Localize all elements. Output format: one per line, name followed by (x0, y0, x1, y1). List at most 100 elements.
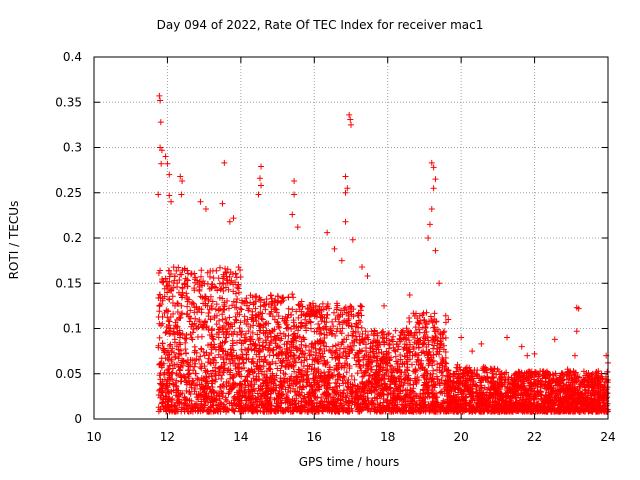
data-point (346, 111, 353, 118)
data-point (550, 400, 557, 407)
data-point (260, 321, 267, 328)
data-point (178, 271, 185, 278)
data-point (175, 355, 182, 362)
data-point (386, 330, 393, 337)
data-point (427, 313, 434, 320)
data-point (291, 368, 298, 375)
data-point (183, 311, 190, 318)
data-point (279, 358, 286, 365)
data-point (209, 298, 216, 305)
data-point (285, 338, 292, 345)
data-point (229, 374, 236, 381)
data-point (348, 390, 355, 397)
data-point (282, 386, 289, 393)
data-point (237, 305, 244, 312)
data-point (228, 277, 235, 284)
data-point (242, 330, 249, 337)
data-point (237, 267, 244, 274)
data-point (156, 334, 163, 341)
data-point (250, 300, 257, 307)
data-point (260, 324, 267, 331)
data-point (233, 339, 240, 346)
data-point (306, 302, 313, 309)
data-point (196, 288, 203, 295)
data-point (359, 347, 366, 354)
data-point (531, 350, 538, 357)
data-point (227, 321, 234, 328)
data-point (184, 283, 191, 290)
data-point (218, 375, 225, 382)
data-point (353, 336, 360, 343)
data-point (206, 386, 213, 393)
data-point (175, 393, 182, 400)
data-point (164, 160, 171, 167)
data-point (360, 356, 367, 363)
data-point (255, 365, 262, 372)
data-point (324, 311, 331, 318)
data-point (577, 383, 584, 390)
data-point (313, 328, 320, 335)
data-point (184, 276, 191, 283)
data-point (420, 316, 427, 323)
data-point (219, 393, 226, 400)
data-point (208, 394, 215, 401)
data-point (469, 388, 476, 395)
data-point (432, 176, 439, 183)
data-point (332, 316, 339, 323)
data-point (191, 285, 198, 292)
data-point (332, 342, 339, 349)
data-point (352, 395, 359, 402)
data-point (243, 321, 250, 328)
data-point (271, 333, 278, 340)
data-point (215, 365, 222, 372)
data-point (576, 374, 583, 381)
data-point (425, 235, 432, 241)
data-point (349, 236, 356, 243)
data-point (276, 324, 283, 331)
data-point (256, 335, 263, 342)
data-point (295, 354, 302, 361)
data-point (379, 329, 386, 336)
data-point (157, 394, 164, 401)
data-point (231, 397, 238, 404)
data-point (219, 200, 226, 207)
data-point (215, 351, 222, 358)
data-point (360, 372, 367, 379)
data-point (188, 398, 195, 405)
data-point (312, 345, 319, 352)
data-point (370, 330, 377, 337)
data-point (168, 357, 175, 364)
data-point (390, 388, 397, 395)
data-point (219, 311, 226, 318)
data-point (348, 304, 355, 311)
data-point (524, 352, 531, 359)
data-point (342, 362, 349, 369)
data-point (160, 345, 167, 352)
data-point (216, 264, 223, 271)
data-point (285, 294, 292, 301)
data-point (450, 370, 457, 377)
data-point (192, 315, 199, 322)
data-point (230, 281, 237, 288)
data-point (266, 366, 273, 373)
data-point (428, 159, 435, 166)
data-point (442, 348, 449, 355)
data-point (338, 257, 345, 264)
data-point (438, 388, 445, 395)
data-point (337, 307, 344, 314)
data-point (432, 247, 439, 254)
data-point (307, 351, 314, 358)
data-point (236, 311, 243, 318)
data-point (347, 303, 354, 310)
data-point (518, 343, 525, 350)
data-point (384, 331, 391, 338)
data-point (351, 376, 358, 383)
data-point (318, 318, 325, 325)
data-point (245, 307, 252, 314)
data-point (343, 336, 350, 343)
data-point (220, 369, 227, 376)
data-point (259, 385, 266, 392)
data-point (230, 215, 237, 222)
data-point (289, 211, 296, 218)
data-point (419, 394, 426, 401)
